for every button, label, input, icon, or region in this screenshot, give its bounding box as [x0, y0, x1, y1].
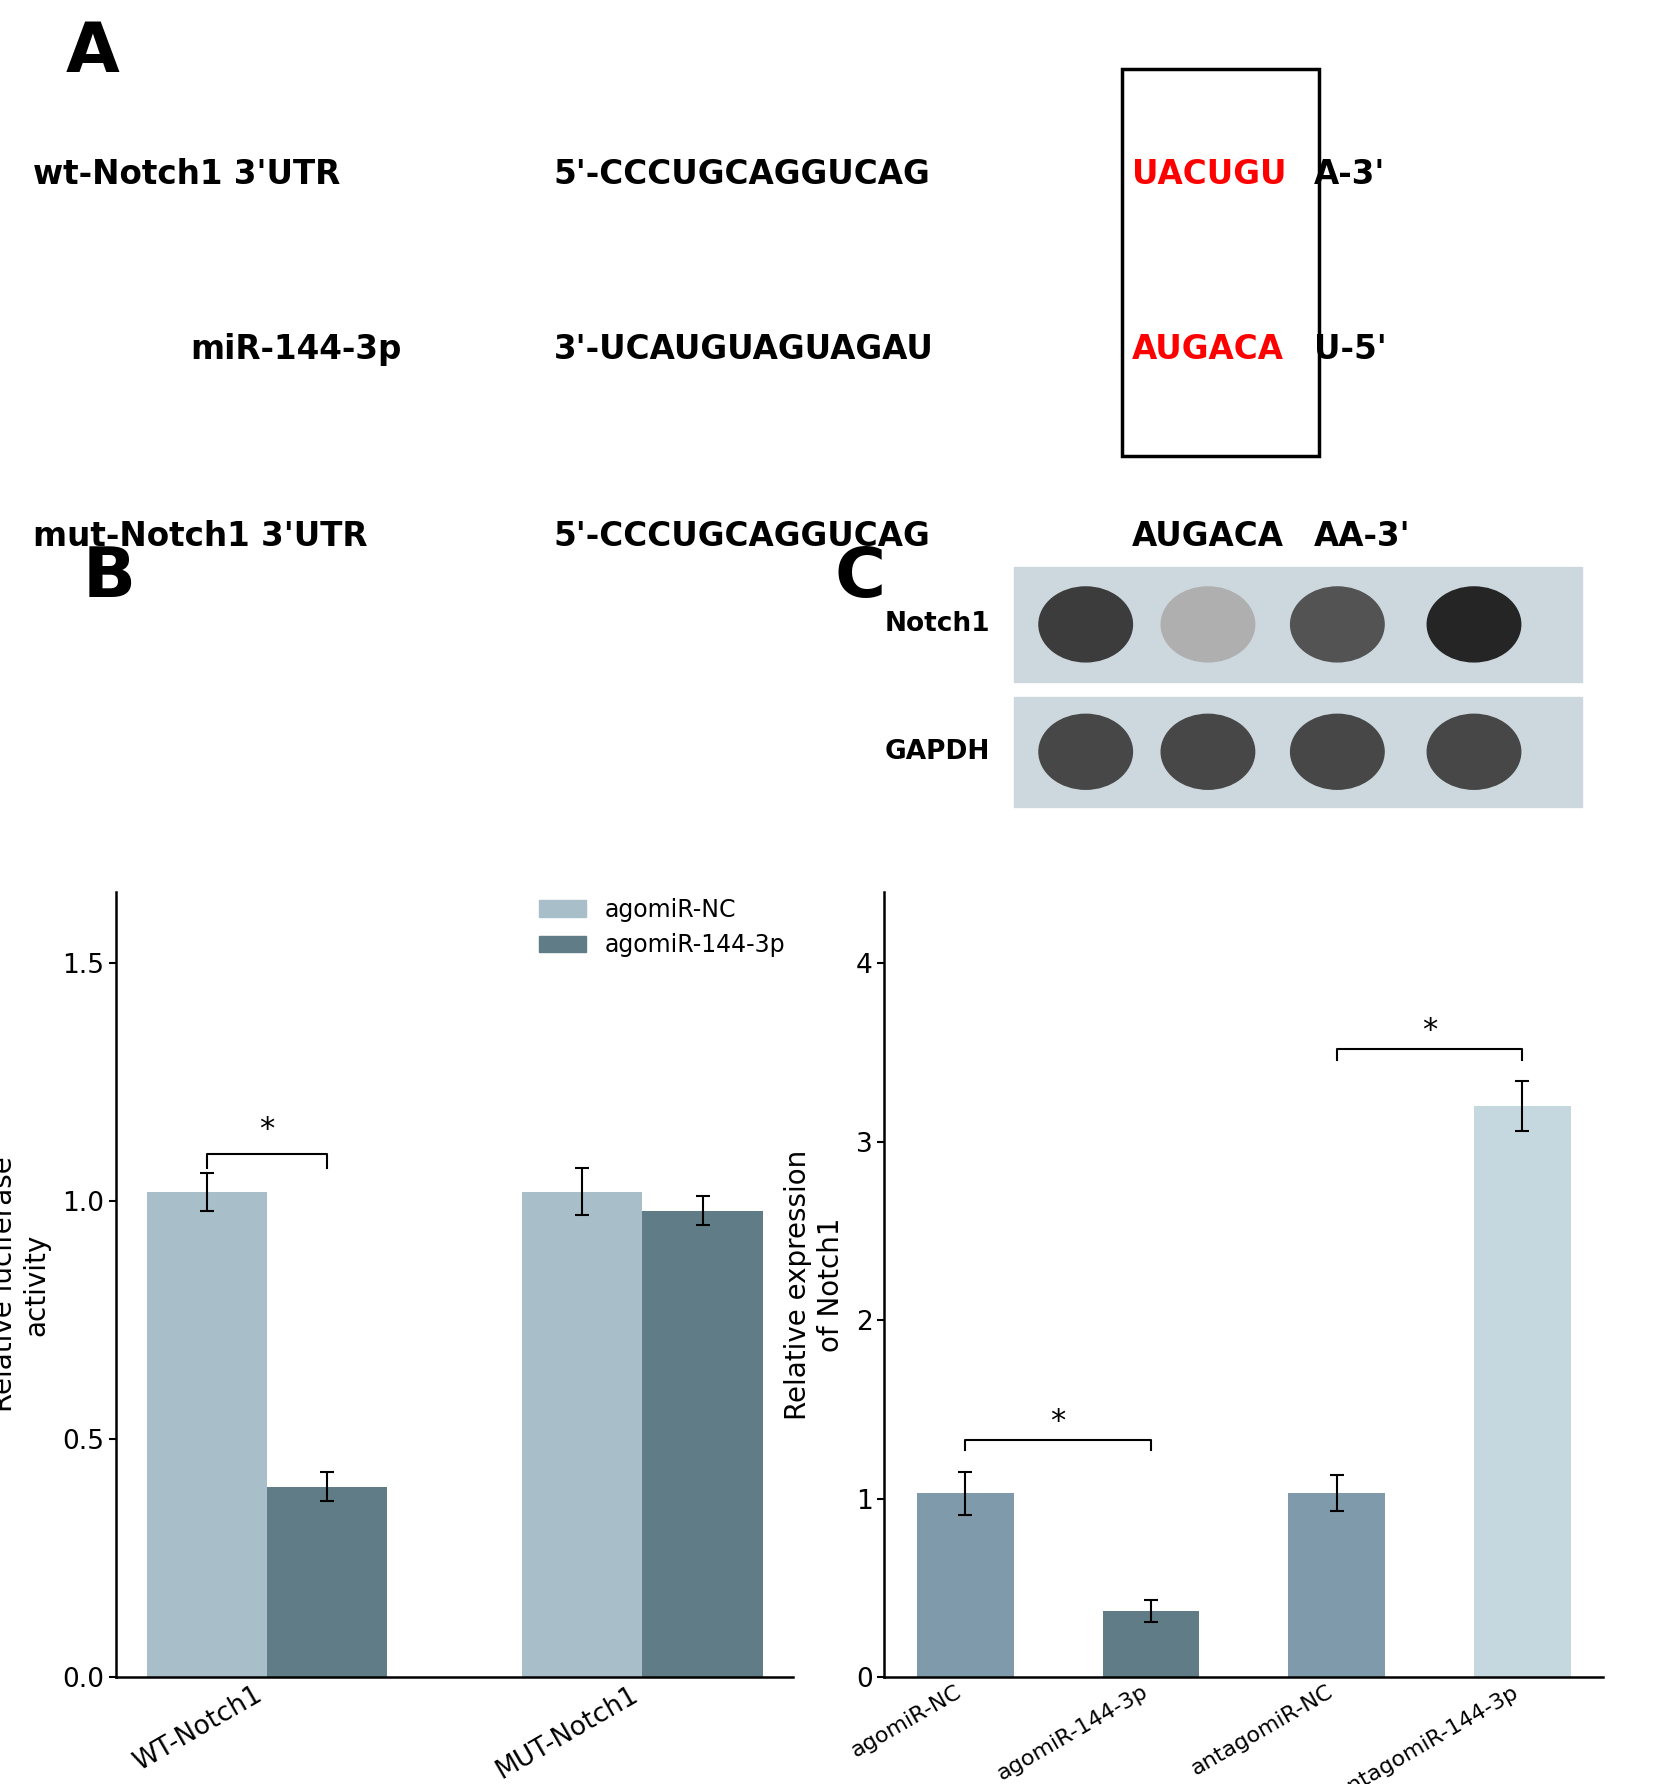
Bar	[266, 1486, 387, 1677]
Y-axis label: Relative expression
of Notch1: Relative expression of Notch1	[784, 1149, 845, 1420]
Ellipse shape	[1040, 587, 1132, 662]
Text: *: *	[1422, 1017, 1436, 1045]
Text: Notch1: Notch1	[884, 612, 990, 637]
Text: B: B	[83, 544, 136, 612]
Text: *: *	[260, 1115, 274, 1144]
Bar	[147, 1192, 266, 1677]
Text: mut-Notch1 3'UTR: mut-Notch1 3'UTR	[33, 521, 367, 553]
Ellipse shape	[1160, 714, 1255, 789]
Text: A: A	[66, 18, 121, 86]
Text: miR-144-3p: miR-144-3p	[190, 334, 402, 366]
Text: U-5': U-5'	[1314, 334, 1387, 366]
Text: AA-3': AA-3'	[1314, 521, 1410, 553]
Text: GAPDH: GAPDH	[884, 739, 990, 765]
Text: AUGACA: AUGACA	[1132, 521, 1284, 553]
Y-axis label: Relative luciferase
activity: Relative luciferase activity	[0, 1156, 51, 1413]
Ellipse shape	[1427, 587, 1521, 662]
Text: 3'-UCAUGUAGUAGAU: 3'-UCAUGUAGUAGAU	[554, 334, 934, 366]
Text: wt-Notch1 3'UTR: wt-Notch1 3'UTR	[33, 159, 341, 191]
Bar	[1103, 1611, 1200, 1677]
Text: *: *	[1051, 1408, 1066, 1436]
Legend: agomiR-NC, agomiR-144-3p: agomiR-NC, agomiR-144-3p	[529, 888, 795, 967]
Bar	[1013, 567, 1582, 681]
Ellipse shape	[1291, 714, 1384, 789]
Bar	[1013, 698, 1582, 806]
Ellipse shape	[1427, 714, 1521, 789]
Bar	[1122, 68, 1319, 455]
Bar	[1288, 1493, 1385, 1677]
Bar	[917, 1493, 1013, 1677]
Ellipse shape	[1160, 587, 1255, 662]
Bar	[1474, 1106, 1570, 1677]
Bar	[522, 1192, 643, 1677]
Ellipse shape	[1291, 587, 1384, 662]
Text: 5'-CCCUGCAGGUCAG: 5'-CCCUGCAGGUCAG	[554, 521, 931, 553]
Text: A-3': A-3'	[1314, 159, 1385, 191]
Text: AUGACA: AUGACA	[1132, 334, 1284, 366]
Text: UACUGU: UACUGU	[1132, 159, 1286, 191]
Text: 5'-CCCUGCAGGUCAG: 5'-CCCUGCAGGUCAG	[554, 159, 931, 191]
Ellipse shape	[1040, 714, 1132, 789]
Text: C: C	[835, 544, 886, 612]
Bar	[643, 1211, 762, 1677]
